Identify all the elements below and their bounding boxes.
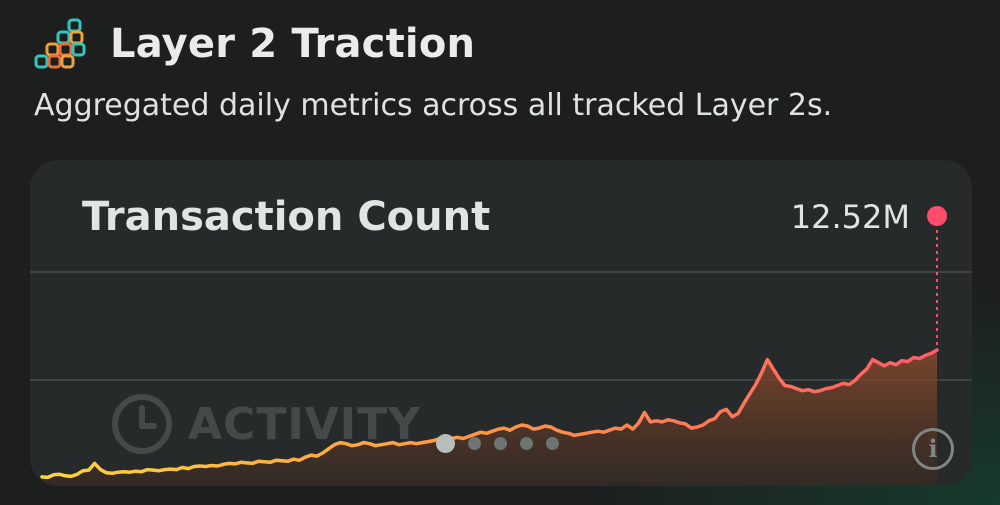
header: Layer 2 Traction bbox=[34, 18, 475, 70]
pager-dot[interactable] bbox=[520, 437, 533, 450]
series-area bbox=[42, 350, 937, 486]
latest-value: 12.52M bbox=[790, 198, 910, 236]
transaction-count-card[interactable]: Transaction Count 12.52M ACTIVITY i bbox=[30, 160, 972, 486]
card-title: Transaction Count bbox=[82, 194, 491, 240]
clock-icon bbox=[112, 394, 172, 454]
pager-dot[interactable] bbox=[468, 437, 481, 450]
activity-watermark: ACTIVITY bbox=[110, 392, 421, 456]
transaction-count-chart[interactable] bbox=[30, 160, 972, 486]
stacked-blocks-icon bbox=[34, 18, 86, 69]
chart-pager[interactable] bbox=[436, 434, 572, 453]
pager-dot[interactable] bbox=[436, 434, 455, 453]
pager-dot[interactable] bbox=[494, 437, 507, 450]
info-icon[interactable]: i bbox=[912, 428, 954, 470]
page-title: Layer 2 Traction bbox=[110, 21, 476, 67]
series-line bbox=[40, 348, 939, 480]
latest-value-point[interactable] bbox=[927, 206, 947, 226]
watermark-label: ACTIVITY bbox=[188, 398, 422, 450]
page-subtitle: Aggregated daily metrics across all trac… bbox=[34, 88, 833, 123]
pager-dot[interactable] bbox=[546, 437, 559, 450]
